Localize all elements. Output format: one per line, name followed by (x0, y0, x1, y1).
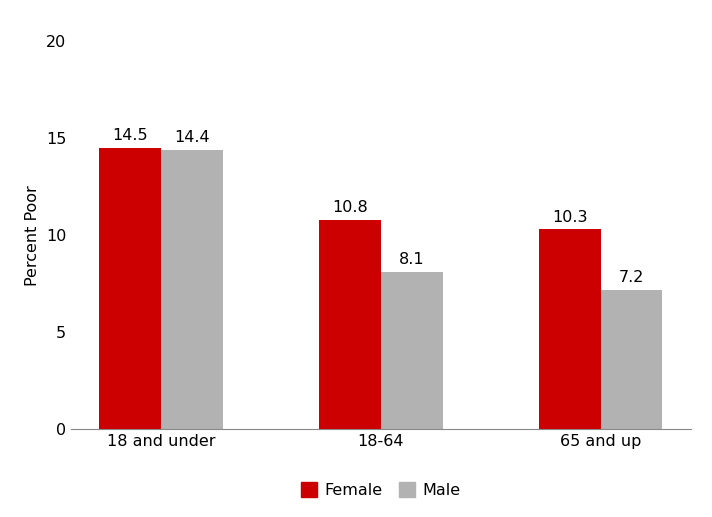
Bar (539, 230, 601, 429)
Text: 10.3: 10.3 (553, 209, 588, 224)
Text: 7.2: 7.2 (619, 270, 644, 285)
Bar (319, 220, 381, 429)
Bar (161, 150, 223, 429)
Bar (381, 272, 443, 429)
Text: 8.1: 8.1 (399, 252, 424, 267)
Bar (100, 148, 161, 429)
Y-axis label: Percent Poor: Percent Poor (26, 185, 41, 285)
Bar (601, 290, 662, 429)
Text: 10.8: 10.8 (333, 200, 368, 215)
Legend: Female, Male: Female, Male (295, 476, 467, 504)
Text: 14.5: 14.5 (112, 128, 148, 143)
Text: 14.4: 14.4 (174, 130, 209, 145)
